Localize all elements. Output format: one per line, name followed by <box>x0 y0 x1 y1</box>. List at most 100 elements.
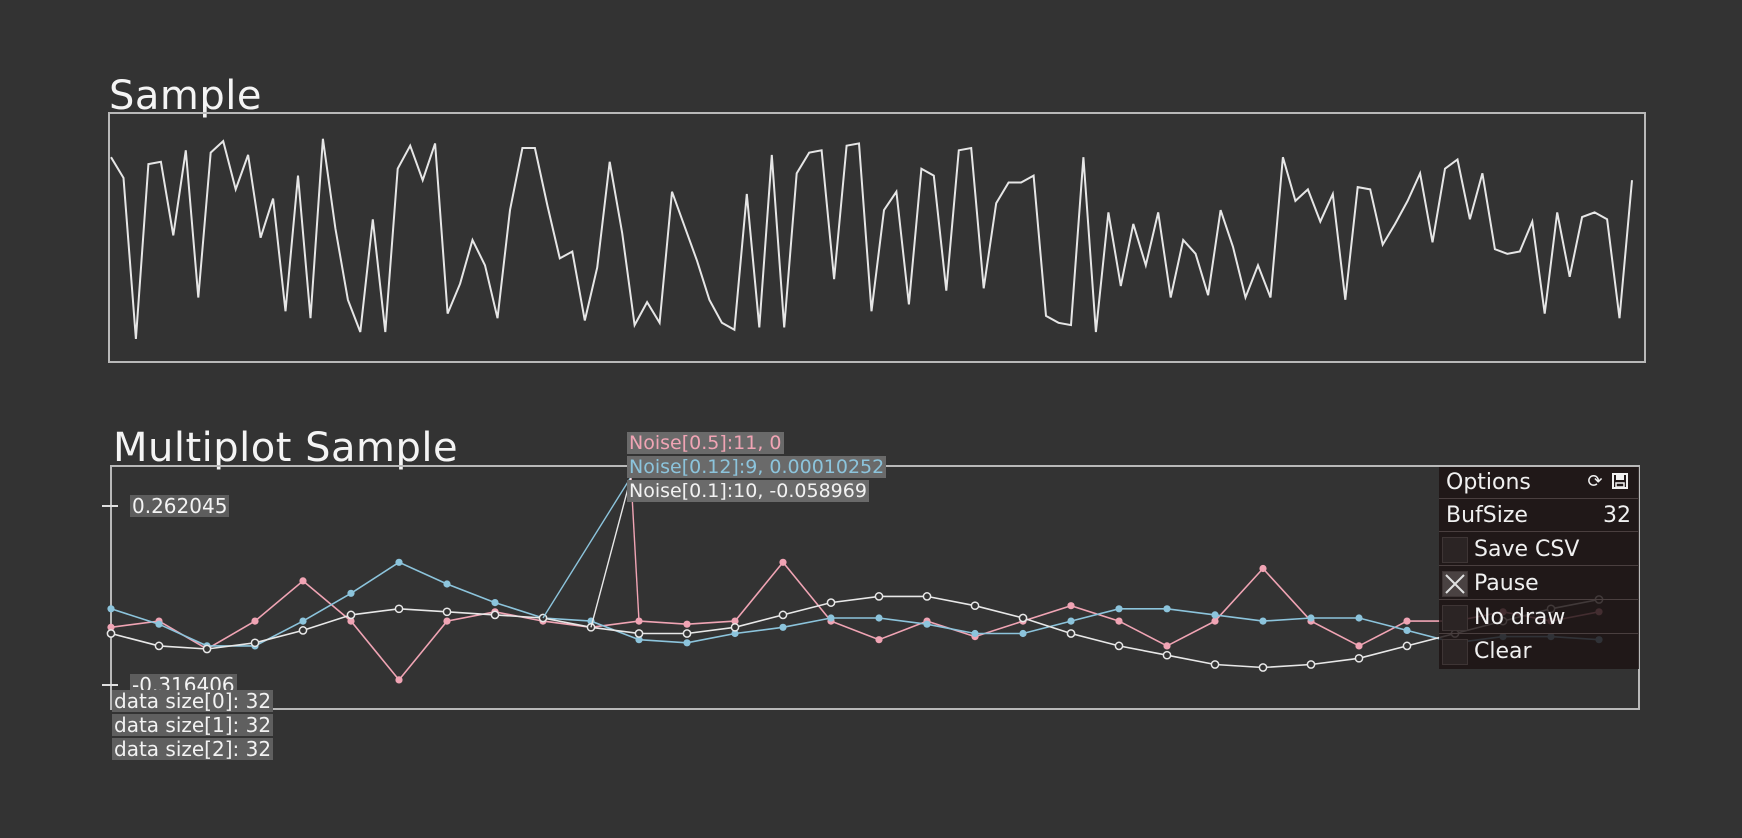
multiplot-point-2-22 <box>1162 650 1172 660</box>
hover-leader-2 <box>590 476 632 628</box>
save-csv-checkbox[interactable] <box>1442 537 1468 563</box>
y-tick-top <box>102 505 118 507</box>
sample-plot-frame <box>108 112 1646 363</box>
multiplot-point-1-12 <box>683 639 691 647</box>
clear-checkbox[interactable] <box>1442 639 1468 665</box>
options-header: Options ⟳ <box>1439 467 1638 499</box>
refresh-icon[interactable]: ⟳ <box>1587 471 1603 492</box>
pause-row[interactable]: Pause <box>1439 568 1638 600</box>
multiplot-point-2-13 <box>730 622 740 632</box>
options-header-label: Options <box>1446 470 1531 495</box>
multiplot-point-0-21 <box>1115 617 1123 625</box>
data-size-2: data size[2]: 32 <box>112 737 274 761</box>
multiplot-point-2-6 <box>394 604 404 614</box>
options-panel: Options ⟳ BufSize 32 Save CSV Pause No d… <box>1439 467 1639 669</box>
save-csv-label: Save CSV <box>1474 537 1580 562</box>
multiplot-point-0-5 <box>347 617 355 625</box>
multiplot-point-2-24 <box>1258 663 1268 672</box>
multiplot-point-1-11 <box>635 636 643 644</box>
multiplot-point-0-27 <box>1403 617 1411 625</box>
no-draw-label: No draw <box>1474 605 1566 630</box>
no-draw-row[interactable]: No draw <box>1439 602 1638 634</box>
multiplot-point-0-12 <box>683 620 691 628</box>
no-draw-checkbox[interactable] <box>1442 605 1468 631</box>
multiplot-point-1-27 <box>1403 626 1411 635</box>
sample-series-line <box>110 138 1633 339</box>
multiplot-point-2-4 <box>298 626 308 635</box>
multiplot-point-2-25 <box>1306 660 1316 669</box>
multiplot-point-2-17 <box>922 592 932 601</box>
multiplot-point-1-13 <box>731 629 739 638</box>
multiplot-point-0-22 <box>1163 642 1171 650</box>
multiplot-point-2-3 <box>250 638 260 648</box>
multiplot-point-2-11 <box>634 629 644 638</box>
multiplot-point-0-0 <box>107 623 115 631</box>
multiplot-point-2-0 <box>106 629 116 638</box>
multiplot-point-2-15 <box>826 598 836 607</box>
sample-plot-title: Sample <box>109 73 262 119</box>
pause-checkbox[interactable] <box>1442 571 1468 597</box>
multiplot-point-1-0 <box>107 605 115 613</box>
multiplot-point-0-26 <box>1355 642 1363 650</box>
hover-label-noise-012: Noise[0.12]:9, 0.00010252 <box>627 456 887 478</box>
multiplot-point-0-7 <box>443 617 451 625</box>
save-icon[interactable] <box>1610 472 1630 492</box>
bufsize-row[interactable]: BufSize 32 <box>1439 500 1638 532</box>
hover-leader-1 <box>542 476 632 619</box>
pause-label: Pause <box>1474 571 1539 596</box>
multiplot-point-2-12 <box>682 629 692 638</box>
multiplot-point-1-23 <box>1211 611 1219 619</box>
multiplot-series-line-2 <box>110 595 1600 669</box>
bufsize-label: BufSize <box>1446 503 1528 528</box>
multiplot-point-1-15 <box>827 614 835 622</box>
multiplot-point-0-3 <box>251 617 259 625</box>
multiplot-point-0-20 <box>1067 602 1075 610</box>
multiplot-point-2-19 <box>1018 613 1028 623</box>
multiplot-point-2-27 <box>1402 641 1412 651</box>
multiplot-point-1-21 <box>1115 605 1123 613</box>
y-tick-label-top: 0.262045 <box>130 494 230 518</box>
multiplot-point-2-16 <box>874 592 884 601</box>
bufsize-value[interactable]: 32 <box>1603 503 1631 528</box>
multiplot-point-1-25 <box>1307 614 1315 622</box>
multiplot-point-0-14 <box>779 558 787 566</box>
multiplot-point-1-5 <box>347 589 355 597</box>
multiplot-point-2-21 <box>1114 641 1124 651</box>
clear-row[interactable]: Clear <box>1439 636 1638 668</box>
multiplot-point-1-20 <box>1067 617 1075 625</box>
multiplot-point-1-4 <box>299 617 307 625</box>
multiplot-point-1-16 <box>875 614 883 622</box>
multiplot-point-2-20 <box>1066 629 1076 638</box>
data-size-0: data size[0]: 32 <box>112 689 274 713</box>
data-size-1: data size[1]: 32 <box>112 713 274 737</box>
multiplot-point-1-7 <box>443 580 451 588</box>
multiplot-point-2-8 <box>490 610 500 620</box>
multiplot-point-1-18 <box>971 629 979 638</box>
multiplot-point-1-1 <box>155 620 163 628</box>
multiplot-point-0-13 <box>731 617 739 625</box>
multiplot-point-1-6 <box>395 558 403 566</box>
multiplot-point-0-6 <box>395 676 403 684</box>
multiplot-point-1-14 <box>779 623 787 631</box>
multiplot-series-line-0 <box>110 561 1600 682</box>
multiplot-point-1-19 <box>1019 629 1027 638</box>
multiplot-point-1-26 <box>1355 614 1363 622</box>
multiplot-title: Multiplot Sample <box>113 425 459 471</box>
multiplot-point-0-24 <box>1259 564 1267 573</box>
multiplot-point-2-5 <box>346 610 356 620</box>
multiplot-series-line-1 <box>110 561 1600 647</box>
multiplot-point-2-7 <box>442 607 452 617</box>
multiplot-point-2-1 <box>154 641 164 651</box>
multiplot-point-1-17 <box>923 620 931 628</box>
clear-label: Clear <box>1474 639 1532 664</box>
hover-label-noise-01: Noise[0.1]:10, -0.058969 <box>627 480 869 502</box>
multiplot-point-0-4 <box>299 577 307 585</box>
save-csv-row[interactable]: Save CSV <box>1439 534 1638 566</box>
multiplot-point-0-23 <box>1211 617 1219 625</box>
multiplot-point-2-14 <box>778 610 788 620</box>
multiplot-point-1-24 <box>1259 617 1267 625</box>
multiplot-point-2-2 <box>202 644 212 654</box>
multiplot-point-2-26 <box>1354 653 1364 663</box>
